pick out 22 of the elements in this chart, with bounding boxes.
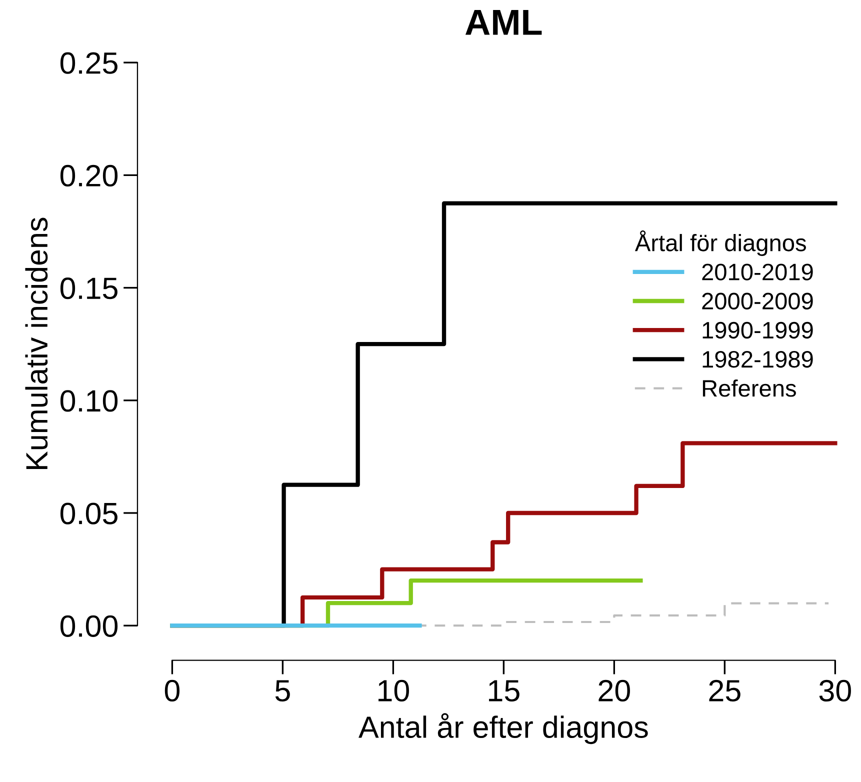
legend-title: Årtal för diagnos — [634, 230, 806, 256]
y-tick-label: 0.25 — [60, 52, 118, 74]
y-tick-label: 0.00 — [60, 615, 118, 637]
y-tick-label: 0.10 — [60, 390, 118, 412]
x-axis-title: Antal år efter diagnos — [358, 713, 648, 744]
legend-label: Referens — [702, 379, 796, 397]
chart-title: AML — [465, 10, 542, 35]
legend-label: 1982-1989 — [702, 350, 813, 368]
x-tick-label: 30 — [819, 680, 851, 702]
x-tick-label: 15 — [489, 680, 520, 702]
legend-label: 1990-1999 — [702, 322, 813, 339]
y-tick-label: 0.05 — [60, 502, 118, 524]
x-tick-label: 20 — [598, 680, 630, 702]
y-tick-label: 0.15 — [60, 278, 118, 300]
x-tick-label: 0 — [164, 680, 180, 702]
legend-label: 2010-2019 — [702, 264, 813, 280]
y-tick-label: 0.20 — [60, 164, 118, 187]
x-tick-label: 10 — [378, 680, 409, 702]
legend-label: 2000-2009 — [702, 292, 813, 310]
y-axis-title: Kumulativ incidens — [25, 218, 48, 469]
x-tick-label: 5 — [275, 680, 290, 702]
x-tick-label: 25 — [709, 680, 740, 702]
